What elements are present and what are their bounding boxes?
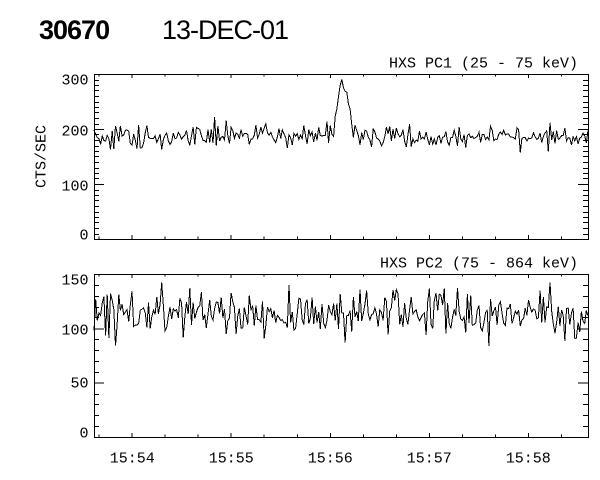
svg-text:0: 0	[79, 228, 88, 245]
svg-text:150: 150	[61, 273, 88, 290]
svg-text:100: 100	[61, 179, 88, 196]
svg-text:30670: 30670	[39, 15, 109, 45]
svg-text:HXS PC2 (75 - 864 keV): HXS PC2 (75 - 864 keV)	[380, 256, 578, 273]
svg-text:HXS PC1 (25 - 75 keV): HXS PC1 (25 - 75 keV)	[389, 56, 578, 73]
svg-text:15:55: 15:55	[209, 451, 254, 468]
svg-text:300: 300	[61, 73, 88, 90]
svg-text:100: 100	[61, 323, 88, 340]
svg-text:CTS/SEC: CTS/SEC	[34, 125, 51, 188]
svg-text:0: 0	[79, 426, 88, 443]
svg-text:15:57: 15:57	[407, 451, 452, 468]
svg-text:13-DEC-01: 13-DEC-01	[162, 15, 288, 45]
svg-text:50: 50	[70, 376, 88, 393]
svg-text:200: 200	[61, 124, 88, 141]
svg-text:15:54: 15:54	[110, 451, 155, 468]
svg-text:15:58: 15:58	[506, 451, 551, 468]
svg-text:15:56: 15:56	[308, 451, 353, 468]
